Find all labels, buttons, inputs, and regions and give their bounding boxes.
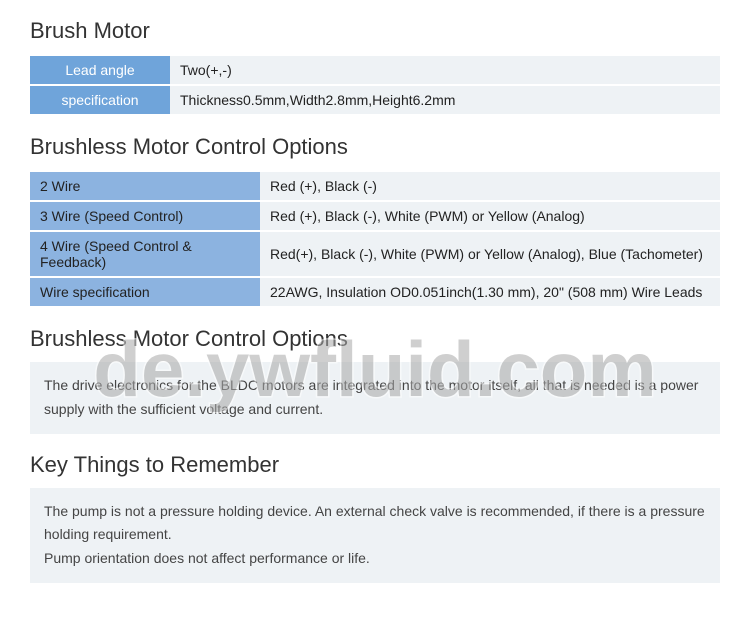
- brushless-drive-heading: Brushless Motor Control Options: [30, 326, 720, 352]
- row-label: 4 Wire (Speed Control & Feedback): [30, 232, 260, 276]
- textbox-text: The drive electronics for the BLDC motor…: [44, 377, 698, 417]
- row-label: specification: [30, 86, 170, 114]
- textbox-line: The pump is not a pressure holding devic…: [44, 500, 706, 548]
- key-things-heading: Key Things to Remember: [30, 452, 720, 478]
- row-label: 2 Wire: [30, 172, 260, 200]
- row-value: Red (+), Black (-): [260, 172, 720, 200]
- row-value: Thickness0.5mm,Width2.8mm,Height6.2mm: [170, 86, 720, 114]
- table-row: 3 Wire (Speed Control) Red (+), Black (-…: [30, 202, 720, 230]
- table-row: Wire specification 22AWG, Insulation OD0…: [30, 278, 720, 306]
- key-things-textbox: The pump is not a pressure holding devic…: [30, 488, 720, 583]
- brushless-options-table: 2 Wire Red (+), Black (-) 3 Wire (Speed …: [30, 170, 720, 308]
- row-value: Red (+), Black (-), White (PWM) or Yello…: [260, 202, 720, 230]
- table-row: 2 Wire Red (+), Black (-): [30, 172, 720, 200]
- brush-motor-heading: Brush Motor: [30, 18, 720, 44]
- textbox-line: Pump orientation does not affect perform…: [44, 547, 706, 571]
- brushless-drive-textbox: The drive electronics for the BLDC motor…: [30, 362, 720, 434]
- row-value: Two(+,-): [170, 56, 720, 84]
- brushless-options-heading: Brushless Motor Control Options: [30, 134, 720, 160]
- row-label: Wire specification: [30, 278, 260, 306]
- row-value: Red(+), Black (-), White (PWM) or Yellow…: [260, 232, 720, 276]
- row-label: 3 Wire (Speed Control): [30, 202, 260, 230]
- table-row: Lead angle Two(+,-): [30, 56, 720, 84]
- brush-motor-table: Lead angle Two(+,-) specification Thickn…: [30, 54, 720, 116]
- table-row: specification Thickness0.5mm,Width2.8mm,…: [30, 86, 720, 114]
- row-label: Lead angle: [30, 56, 170, 84]
- table-row: 4 Wire (Speed Control & Feedback) Red(+)…: [30, 232, 720, 276]
- row-value: 22AWG, Insulation OD0.051inch(1.30 mm), …: [260, 278, 720, 306]
